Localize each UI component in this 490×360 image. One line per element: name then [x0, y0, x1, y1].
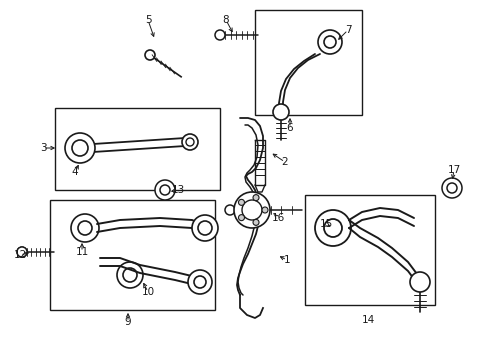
- Circle shape: [182, 134, 198, 150]
- Text: 10: 10: [142, 287, 154, 297]
- Circle shape: [71, 214, 99, 242]
- Text: 7: 7: [344, 25, 351, 35]
- Text: 9: 9: [124, 317, 131, 327]
- Text: 6: 6: [287, 123, 294, 133]
- Circle shape: [315, 210, 351, 246]
- Circle shape: [253, 195, 259, 201]
- Circle shape: [17, 247, 27, 257]
- Circle shape: [273, 104, 289, 120]
- Circle shape: [239, 215, 245, 221]
- Text: 8: 8: [222, 15, 229, 25]
- Circle shape: [318, 30, 342, 54]
- Bar: [255, 10, 362, 115]
- Bar: [50, 200, 215, 310]
- Circle shape: [324, 219, 342, 237]
- Circle shape: [145, 50, 155, 60]
- Text: 17: 17: [447, 165, 461, 175]
- Circle shape: [198, 221, 212, 235]
- Circle shape: [123, 268, 137, 282]
- Circle shape: [72, 140, 88, 156]
- Circle shape: [155, 180, 175, 200]
- Circle shape: [65, 133, 95, 163]
- Circle shape: [253, 219, 259, 225]
- Circle shape: [215, 30, 225, 40]
- Circle shape: [242, 200, 262, 220]
- Circle shape: [78, 221, 92, 235]
- Circle shape: [239, 199, 245, 205]
- Circle shape: [160, 185, 170, 195]
- Circle shape: [186, 138, 194, 146]
- Circle shape: [324, 36, 336, 48]
- Text: 2: 2: [282, 157, 288, 167]
- Text: 3: 3: [40, 143, 47, 153]
- Circle shape: [117, 262, 143, 288]
- Bar: [55, 108, 220, 190]
- Circle shape: [262, 207, 268, 213]
- Circle shape: [225, 205, 235, 215]
- Text: 15: 15: [319, 219, 333, 229]
- Bar: [305, 195, 435, 305]
- Circle shape: [447, 183, 457, 193]
- Circle shape: [234, 192, 270, 228]
- Circle shape: [410, 272, 430, 292]
- Text: 12: 12: [13, 250, 26, 260]
- Text: 13: 13: [172, 185, 185, 195]
- Circle shape: [188, 270, 212, 294]
- Circle shape: [442, 178, 462, 198]
- Circle shape: [194, 276, 206, 288]
- Circle shape: [192, 215, 218, 241]
- Text: 4: 4: [72, 167, 78, 177]
- Text: 1: 1: [284, 255, 290, 265]
- Text: 16: 16: [271, 213, 285, 223]
- Text: 5: 5: [145, 15, 151, 25]
- Text: 11: 11: [75, 247, 89, 257]
- Text: 14: 14: [362, 315, 375, 325]
- Circle shape: [17, 247, 27, 257]
